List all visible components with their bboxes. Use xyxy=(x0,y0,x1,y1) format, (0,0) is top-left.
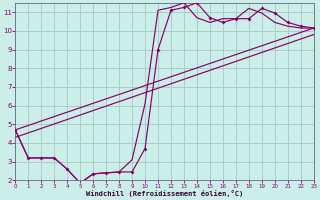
X-axis label: Windchill (Refroidissement éolien,°C): Windchill (Refroidissement éolien,°C) xyxy=(86,190,243,197)
